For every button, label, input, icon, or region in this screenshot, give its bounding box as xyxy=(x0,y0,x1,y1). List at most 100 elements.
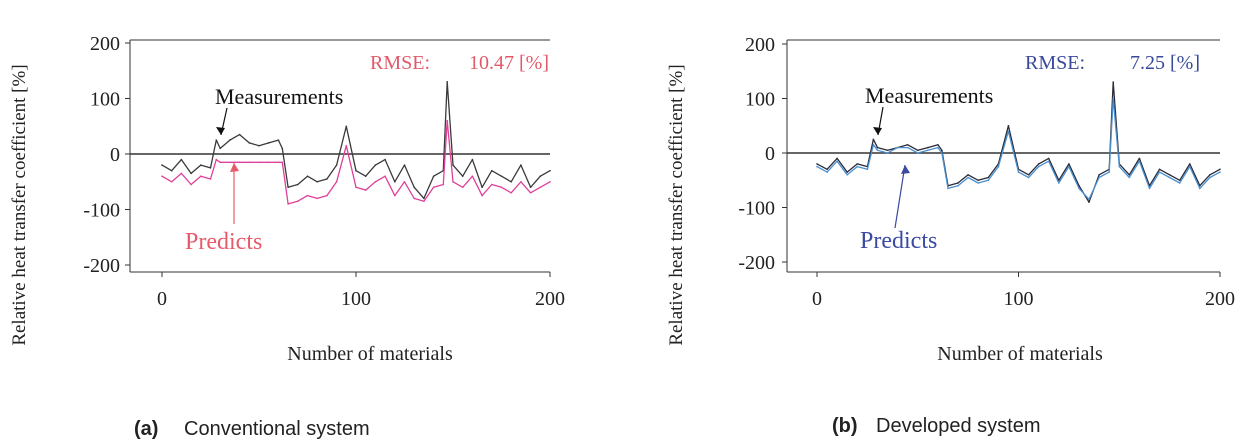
series-predicts-point xyxy=(413,197,416,200)
series-predicts-point xyxy=(1209,176,1211,179)
x-tick-label: 100 xyxy=(1004,288,1034,310)
series-predicts-point xyxy=(287,203,289,205)
series-measurements-point xyxy=(816,163,818,165)
series-predicts-point xyxy=(1078,187,1080,190)
series-measurements-point xyxy=(856,163,859,165)
series-measurements-point xyxy=(394,181,396,183)
series-measurements-point xyxy=(180,158,183,161)
series-measurements-point xyxy=(403,164,406,166)
series-measurements-point xyxy=(520,164,522,166)
series-predicts-point xyxy=(248,161,251,164)
series-measurements-point xyxy=(267,142,270,144)
caption-letter: (a) xyxy=(134,418,158,440)
y-tick-label: 200 xyxy=(745,34,775,56)
series-measurements-point xyxy=(1037,163,1040,165)
series-predicts-point xyxy=(1037,165,1040,168)
series-predicts-point xyxy=(856,165,859,168)
series-measurements-point xyxy=(200,164,202,166)
series-predicts-point xyxy=(846,174,848,176)
series-predicts-point xyxy=(1098,176,1100,179)
series-measurements-point xyxy=(886,149,889,152)
series-measurements-point xyxy=(1158,168,1161,171)
y-tick-label: -200 xyxy=(83,255,120,277)
series-measurements-point xyxy=(297,183,299,186)
series-measurements-point xyxy=(876,146,879,149)
series-predicts-point xyxy=(384,175,386,177)
series-predicts-point xyxy=(200,175,202,177)
x-tick-label: 0 xyxy=(157,288,167,310)
predicts-arrowhead xyxy=(230,163,239,172)
series-predicts-point xyxy=(927,149,929,152)
series-predicts-point xyxy=(306,194,309,197)
series-predicts-point xyxy=(941,152,943,154)
series-measurements-point xyxy=(906,144,909,146)
series-predicts-point xyxy=(1189,165,1191,168)
series-measurements-point xyxy=(872,138,875,141)
series-predicts-point xyxy=(345,144,348,147)
series-measurements-point xyxy=(1068,163,1070,165)
series-predicts-point xyxy=(1058,182,1060,184)
series-predicts-point xyxy=(906,146,909,149)
series-measurements-point xyxy=(287,186,289,189)
series-predicts-point xyxy=(896,146,899,149)
series-measurements-point xyxy=(967,174,969,176)
series-measurements-line xyxy=(161,81,551,200)
x-tick-label: 200 xyxy=(1205,288,1235,310)
series-measurements-point xyxy=(1209,174,1211,176)
chart-panel-a: 200 100 0 -100 -200 0 100 200 RMSE: 10.47 [%] Meas… xyxy=(9,33,565,440)
series-predicts-point xyxy=(826,171,828,173)
measurements-arrowhead xyxy=(216,127,225,135)
series-measurements-point xyxy=(1219,168,1221,171)
series-measurements-point xyxy=(941,149,943,152)
series-predicts-point xyxy=(355,186,357,189)
series-measurements-point xyxy=(1027,174,1030,176)
series-predicts-point xyxy=(364,189,367,191)
series-predicts-point xyxy=(281,161,284,164)
predicts-arrowhead xyxy=(901,165,910,174)
series-predicts-point xyxy=(917,152,919,154)
series-predicts-point xyxy=(1219,171,1221,173)
series-predicts-point xyxy=(442,183,445,186)
series-predicts-point xyxy=(967,176,969,179)
series-predicts-point xyxy=(876,149,879,152)
y-tick-label: 200 xyxy=(90,33,120,55)
series-measurements-point xyxy=(170,169,173,172)
series-predicts-point xyxy=(1068,165,1070,168)
series-measurements-point xyxy=(471,158,474,161)
series-predicts-point xyxy=(258,161,260,164)
series-measurements-point xyxy=(491,169,493,172)
series-measurements-point xyxy=(846,171,848,173)
series-predicts-point xyxy=(836,160,838,162)
series-measurements-point xyxy=(335,164,338,166)
caption-letter: (b) xyxy=(832,415,858,437)
series-measurements-point xyxy=(927,146,929,149)
series-predicts-point xyxy=(161,175,163,177)
series-measurements-point xyxy=(248,142,251,144)
series-predicts-point xyxy=(866,168,869,171)
series-predicts-point xyxy=(1112,97,1114,100)
series-measurements-point xyxy=(238,133,241,136)
series-measurements-point xyxy=(529,186,532,189)
series-predicts-point xyxy=(1178,182,1181,184)
series-measurements-point xyxy=(1178,179,1181,182)
series-predicts-point xyxy=(977,182,979,184)
y-tick-label: -100 xyxy=(83,200,120,222)
series-measurements-point xyxy=(413,186,416,189)
series-predicts-point xyxy=(215,158,218,161)
series-measurements-point xyxy=(987,176,990,179)
series-predicts-point xyxy=(1118,165,1121,168)
series-predicts-point xyxy=(267,161,270,164)
series-measurements-point xyxy=(277,139,280,141)
series-predicts-point xyxy=(1088,198,1090,201)
series-measurements-point xyxy=(423,197,425,200)
series-predicts-line xyxy=(161,120,551,205)
series-measurements-point xyxy=(481,186,483,189)
series-predicts-point xyxy=(1128,176,1131,179)
series-predicts-point xyxy=(1138,160,1141,162)
series-predicts-point xyxy=(423,200,425,202)
series-predicts-point xyxy=(1017,171,1020,173)
x-tick-label: 200 xyxy=(535,288,565,310)
y-tick-label: -200 xyxy=(738,252,775,274)
series-predicts-point xyxy=(326,194,328,197)
series-predicts-point xyxy=(937,146,939,149)
